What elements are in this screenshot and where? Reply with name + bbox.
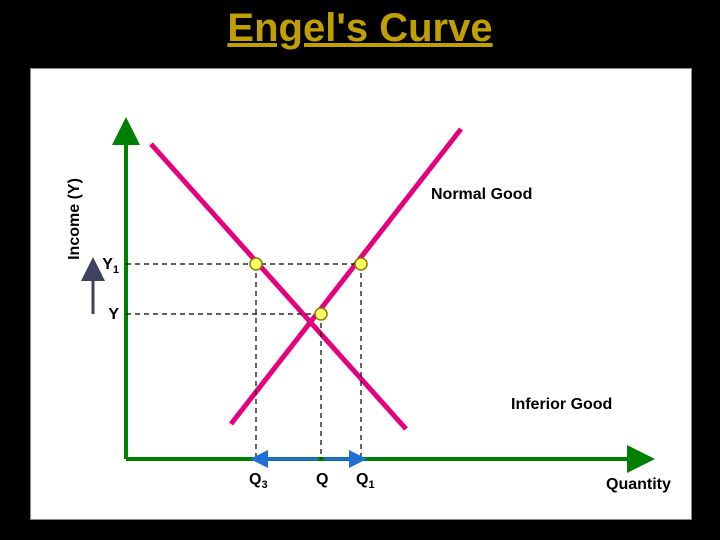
ytick-y: Y xyxy=(108,306,119,323)
normal-good-label: Normal Good xyxy=(431,186,532,203)
point-inferior-y1 xyxy=(250,258,262,270)
engel-chart-panel: Income (Y) Normal Good Inferior Good Qua… xyxy=(30,68,692,520)
xtick-q3: Q3 xyxy=(249,471,268,491)
xtick-q1: Q1 xyxy=(356,471,375,491)
engel-chart-svg: Income (Y) Normal Good Inferior Good Qua… xyxy=(31,69,691,519)
page-title: Engel's Curve xyxy=(0,0,720,50)
inferior-good-curve xyxy=(151,144,406,429)
y-axis-label: Income (Y) xyxy=(66,178,83,260)
ytick-y1: Y1 xyxy=(102,256,119,276)
point-normal-y1 xyxy=(355,258,367,270)
xtick-q: Q xyxy=(316,471,328,488)
normal-good-curve xyxy=(231,129,461,424)
point-intersection-y xyxy=(315,308,327,320)
inferior-good-label: Inferior Good xyxy=(511,396,612,413)
x-axis-label: Quantity xyxy=(606,476,671,493)
